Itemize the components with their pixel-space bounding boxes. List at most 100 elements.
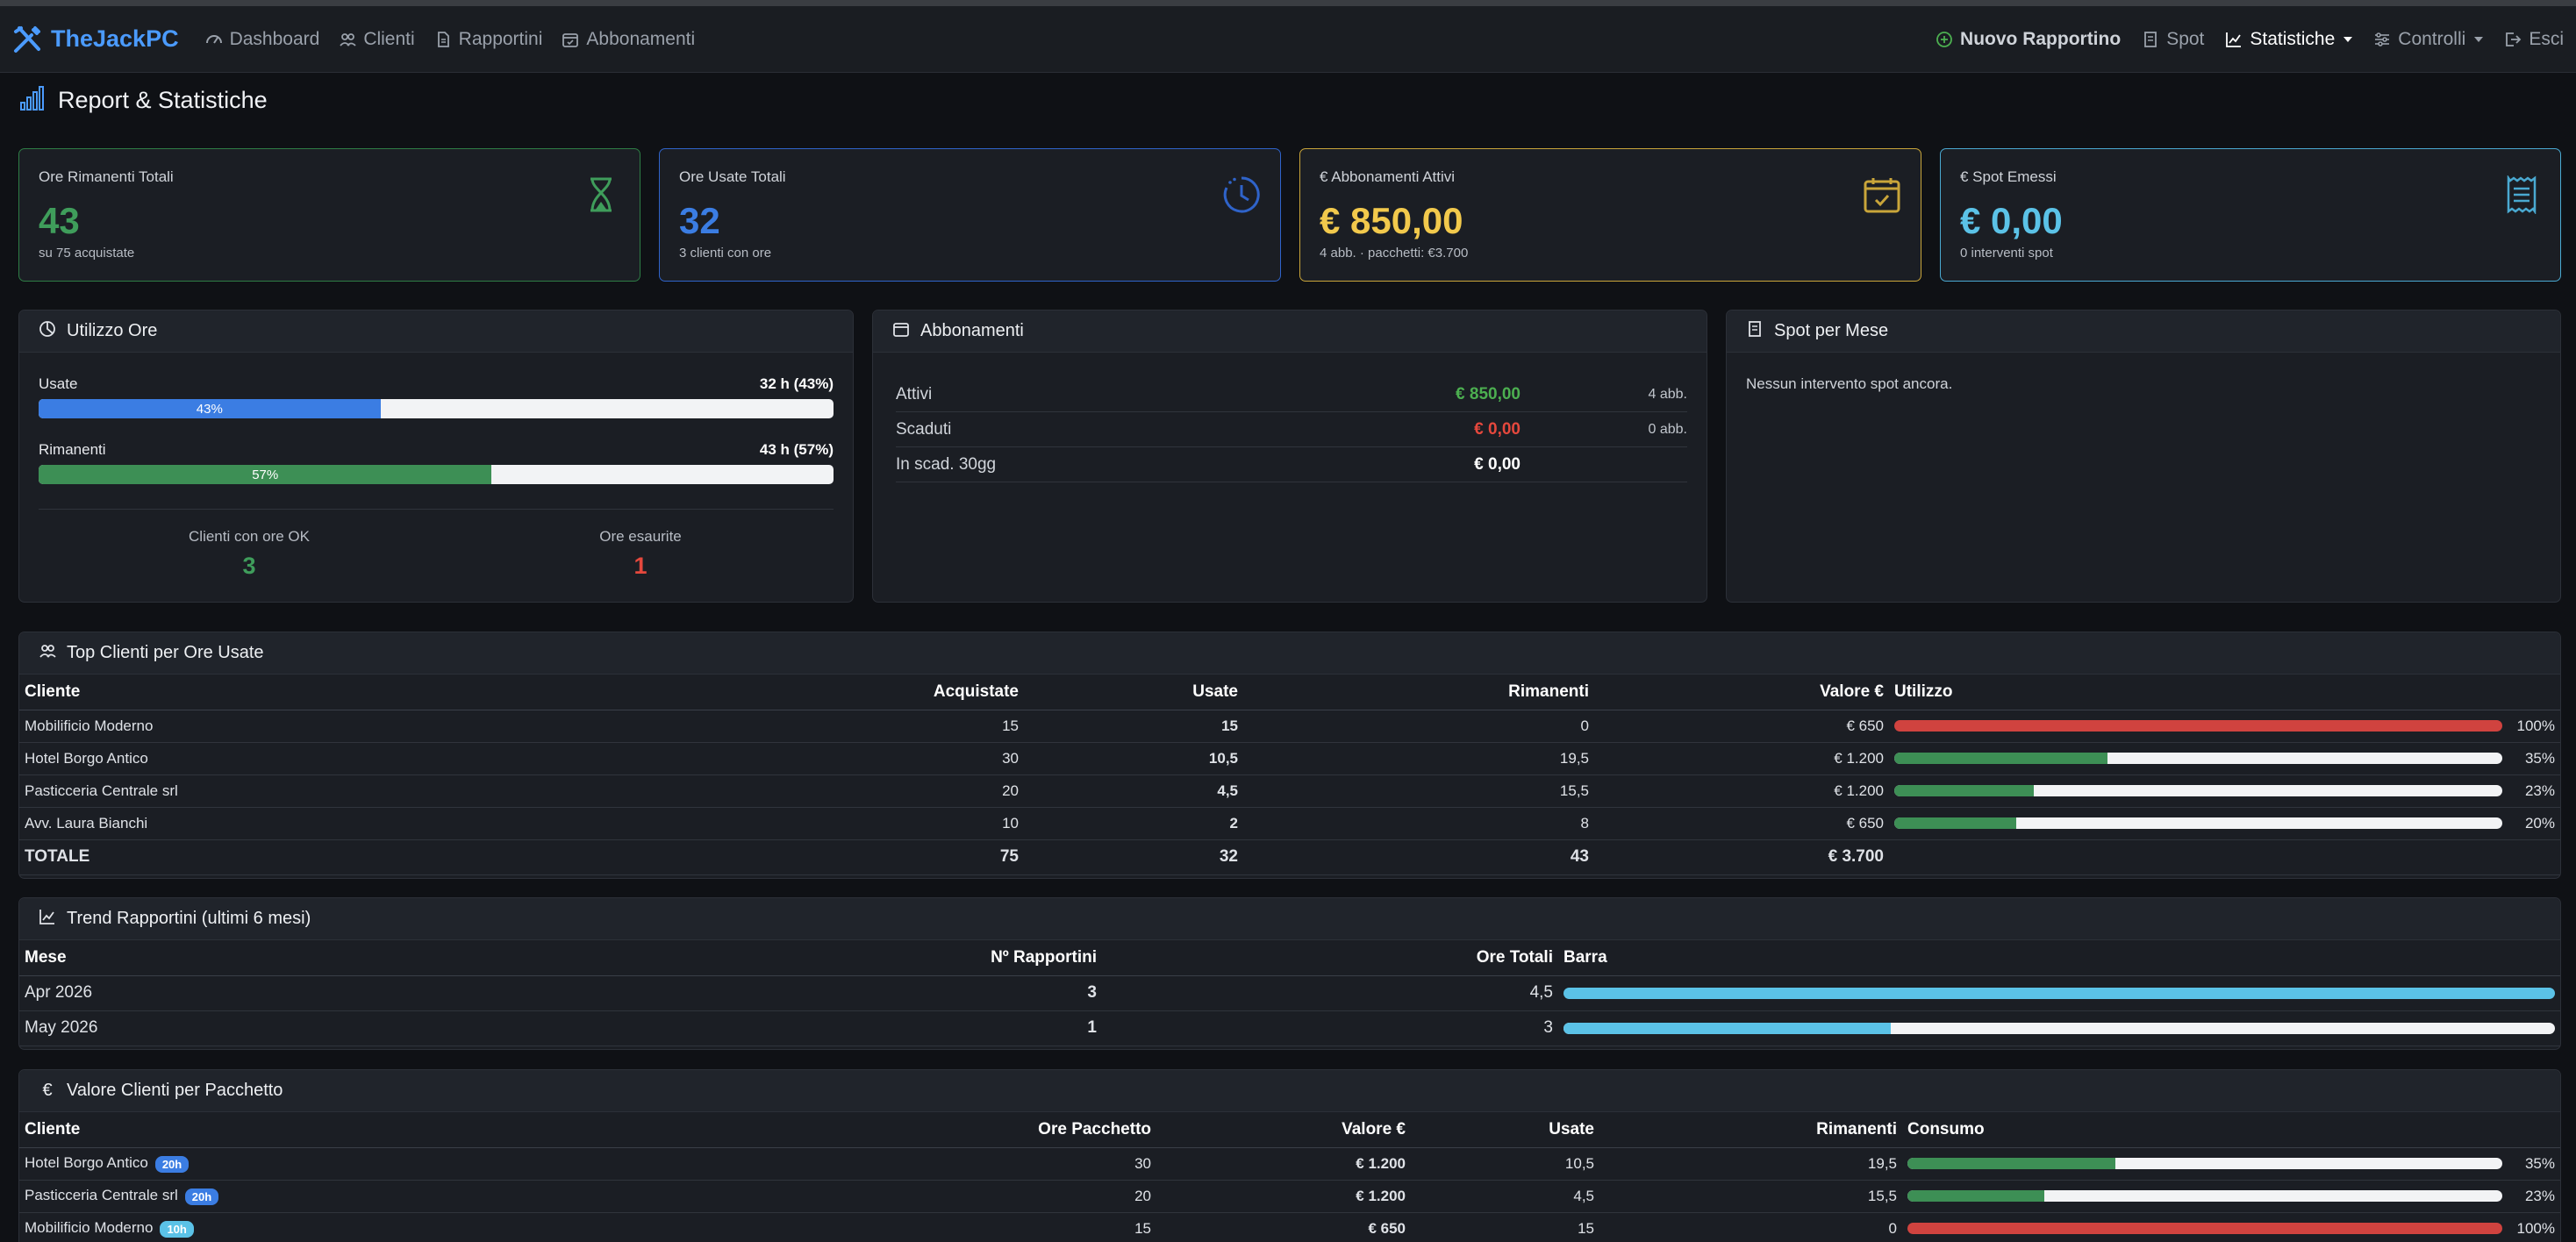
cell-usate: 15 (1411, 1212, 1599, 1242)
progress-fill (1894, 817, 2016, 829)
card-trend-rapportini: Trend Rapportini (ultimi 6 mesi) Mese Nº… (18, 897, 2561, 1050)
rimanenti-progress: 57% (39, 465, 834, 484)
cell-valore: € 650 (1594, 710, 1889, 743)
card-header: Abbonamenti (873, 310, 1707, 353)
hourglass-icon (582, 175, 620, 214)
col-header: Ore Pacchetto (528, 1112, 1156, 1148)
progress-bar (1894, 817, 2502, 829)
col-header: Usate (1024, 675, 1243, 710)
card-title: Spot per Mese (1774, 321, 1889, 340)
cell-utilizzo: 23% (1889, 774, 2560, 808)
col-header: Ore Totali (1102, 940, 1558, 976)
stat-title: € Abbonamenti Attivi (1320, 168, 1456, 185)
cell-total-label: TOTALE (19, 839, 546, 875)
pie-chart-icon (39, 320, 56, 343)
stat-title: € Spot Emessi (1960, 168, 2057, 185)
stat-card-ore-rimanenti: Ore Rimanenti Totali 43 su 75 acquistate (18, 148, 640, 282)
rimanenti-row: Rimanenti 43 h (57%) 57% (39, 441, 834, 484)
nav-nuovo-rapportino[interactable]: Nuovo Rapportino (1936, 29, 2121, 50)
progress-percent: 23% (2524, 1187, 2555, 1204)
progress-percent: 100% (2516, 717, 2555, 734)
graph-up-icon (2225, 31, 2243, 48)
progress-fill (1894, 720, 2502, 732)
progress-bar (1894, 785, 2502, 796)
stat-title: Ore Usate Totali (679, 168, 786, 185)
people-icon (339, 31, 356, 48)
cell-mese: May 2026 (19, 1010, 388, 1046)
calendar-check-icon (562, 31, 579, 48)
stat-sub: su 75 acquistate (39, 246, 135, 261)
abb-label: Scaduti (896, 419, 952, 439)
table-row: Mobilificio Moderno 15 15 0 € 650 100% (19, 710, 2560, 743)
cell-total-acquistate: 75 (546, 839, 1024, 875)
stat-value: 43 (39, 200, 80, 241)
nav-statistiche[interactable]: Statistiche (2225, 29, 2353, 50)
stat-value: € 850,00 (1320, 200, 1463, 241)
nav-clienti-label: Clienti (363, 28, 415, 49)
cell-consumo: 100% (1902, 1212, 2560, 1242)
progress-bar (1907, 1223, 2502, 1234)
stat-card-ore-usate: Ore Usate Totali 32 3 clienti con ore (659, 148, 1281, 282)
document-icon (434, 31, 452, 48)
stat-sub: 0 interventi spot (1960, 246, 2053, 261)
nav-left: Dashboard Clienti Rapportini Abbonamenti (205, 28, 695, 50)
table-row: Hotel Borgo Antico 20h 30 € 1.200 10,5 19… (19, 1147, 2560, 1181)
progress-fill (1907, 1190, 2044, 1202)
cell-barra (1558, 975, 2560, 1011)
kpi-clienti-ok: Clienti con ore OK 3 (74, 528, 425, 580)
nav-clienti[interactable]: Clienti (339, 28, 415, 50)
nav-spot[interactable]: Spot (2142, 29, 2204, 50)
cell-rimanenti: 0 (1243, 710, 1594, 743)
card-title: Trend Rapportini (ultimi 6 mesi) (67, 909, 311, 928)
nav-rapportini[interactable]: Rapportini (434, 29, 542, 50)
trend-bar-fill (1563, 1022, 1891, 1034)
table-total-row: TOTALE 75 32 43 € 3.700 (19, 839, 2560, 875)
cell-valore: € 1.200 (1156, 1147, 1411, 1181)
nav-esci[interactable]: Esci (2504, 29, 2564, 50)
cell-usate: 10,5 (1024, 742, 1243, 775)
card-header: € Valore Clienti per Pacchetto (19, 1070, 2560, 1112)
col-header: Utilizzo (1889, 675, 2560, 710)
cell-valore: € 650 (1594, 807, 1889, 840)
rimanenti-label: Rimanenti (39, 441, 106, 458)
package-badge: 10h (160, 1220, 194, 1238)
receipt-icon (2502, 174, 2541, 216)
progress-fill (1894, 753, 2107, 764)
cell-ore-pacchetto: 20 (528, 1180, 1156, 1213)
euro-icon: € (42, 1081, 53, 1100)
people-icon (39, 642, 56, 665)
col-header: Rimanenti (1599, 1112, 1902, 1148)
progress-fill (1894, 785, 2035, 796)
card-header: Top Clienti per Ore Usate (19, 632, 2560, 675)
col-header: Consumo (1902, 1112, 2560, 1148)
usate-progress-fill: 43% (39, 399, 381, 418)
nav-controlli[interactable]: Controlli (2373, 29, 2484, 50)
progress-bar (1894, 753, 2502, 764)
cell-utilizzo: 35% (1889, 742, 2560, 775)
abbonamenti-table: Attivi € 850,00 4 abb. Scaduti € 0,00 0 … (896, 377, 1687, 482)
abb-amount: € 0,00 (1474, 419, 1521, 439)
brand[interactable]: TheJackPC (12, 25, 179, 54)
col-header: Cliente (19, 675, 546, 710)
stat-card-abbonamenti: € Abbonamenti Attivi € 850,00 4 abb. · p… (1299, 148, 1921, 282)
col-header: Mese (19, 940, 388, 976)
rimanenti-progress-fill: 57% (39, 465, 492, 484)
progress-bar (1907, 1158, 2502, 1169)
abbonamenti-row: In scad. 30gg € 0,00 (896, 447, 1687, 482)
col-header: Usate (1411, 1112, 1599, 1148)
table-row: Apr 2026 3 4,5 (19, 975, 2560, 1011)
trend-bar (1563, 987, 2555, 999)
cell-usate: 4,5 (1024, 774, 1243, 808)
nav-abbonamenti[interactable]: Abbonamenti (562, 29, 695, 50)
nav-dashboard[interactable]: Dashboard (205, 29, 319, 50)
progress-bar (1894, 720, 2502, 732)
cell-cliente: Mobilificio Moderno 10h (19, 1212, 528, 1242)
cell-total-usate: 32 (1024, 839, 1243, 875)
col-header: Acquistate (546, 675, 1024, 710)
page-title-text: Report & Statistiche (58, 86, 268, 113)
col-header: Nº Rapportini (388, 940, 1102, 976)
cell-mese: Apr 2026 (19, 975, 388, 1011)
brand-name: TheJackPC (51, 25, 179, 52)
nav-esci-label: Esci (2529, 28, 2564, 49)
cell-n-rapportini: 3 (388, 975, 1102, 1011)
